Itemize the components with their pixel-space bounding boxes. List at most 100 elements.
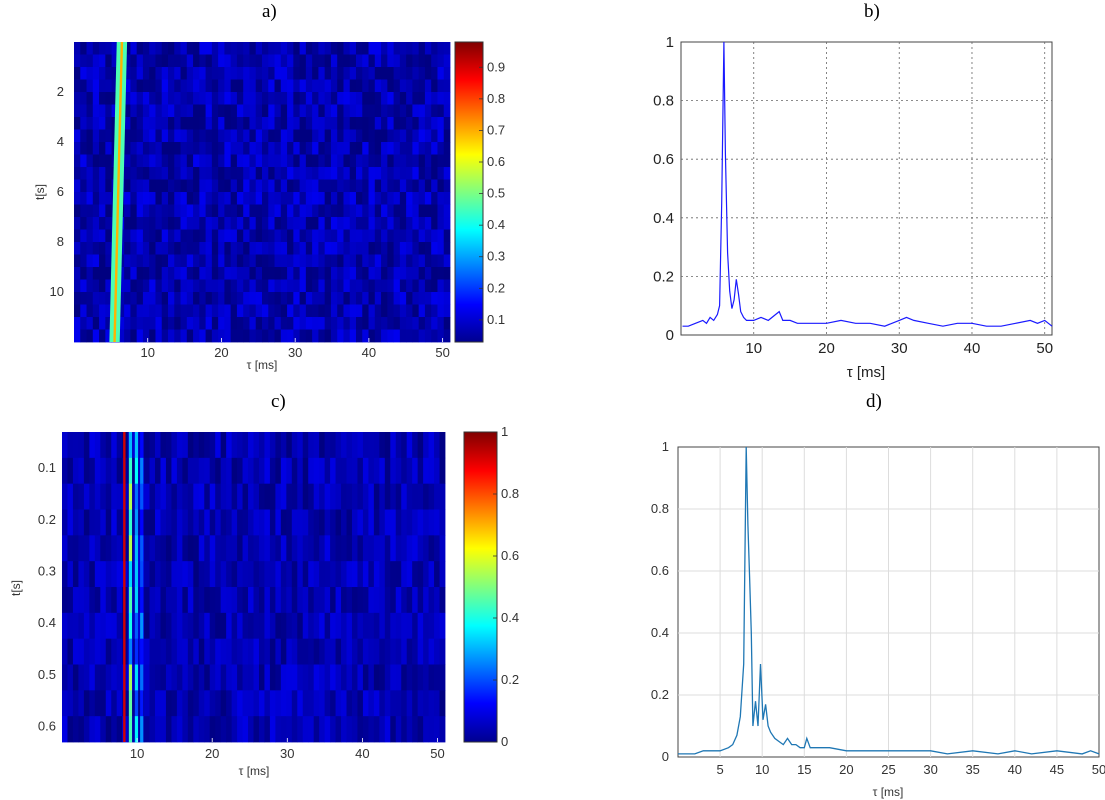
secondary-peak-cell [134,664,139,691]
heatmap-cell [74,292,81,305]
y-tick-label-c: 0.5 [38,667,56,682]
heatmap-cell [105,279,112,293]
heatmap-cell [362,229,369,243]
heatmap-cell [237,664,243,691]
secondary-peak-cell [140,535,144,562]
heatmap-cell [255,279,263,293]
heatmap-cell [268,279,275,293]
heatmap-cell [330,638,336,665]
heatmap-cell [379,612,386,640]
heatmap-cell [268,142,275,155]
x-tick-label-d: 30 [923,762,937,777]
heatmap-cell [368,204,376,218]
heatmap-cell [412,690,419,717]
heatmap-cell [243,154,250,168]
heatmap-cell [280,587,287,614]
heatmap-cell [381,242,388,255]
heatmap-cell [155,561,161,588]
heatmap-cell [299,142,307,155]
heatmap-cell [236,154,244,168]
heatmap-cell [193,304,200,318]
heatmap-cell [387,229,394,243]
colorbar-tick-label-c: 0.8 [501,486,519,501]
heatmap-cell [193,229,200,243]
heatmap-cell [335,483,342,510]
heatmap-cell [357,612,364,640]
heatmap-cell [428,664,435,691]
heatmap-cell [168,67,175,80]
heatmap-cell [393,129,401,143]
heatmap-cell [187,457,194,485]
heatmap-cell [434,612,440,640]
heatmap-cell [211,317,219,330]
heatmap-cell [86,179,94,193]
heatmap-cell [356,217,363,230]
heatmap-cell [99,279,106,293]
heatmap-cell [80,304,87,318]
heatmap-cell [293,317,300,330]
heatmap-cell [174,167,181,180]
heatmap-cell [299,229,307,243]
heatmap-cell [412,483,419,510]
heatmap-cell [275,638,282,665]
heatmap-cell [193,509,200,536]
heatmap-cell [193,638,200,665]
heatmap-cell [111,612,118,640]
heatmap-cell [406,204,413,218]
heatmap-cell [293,67,300,80]
heatmap-cell [280,142,288,155]
heatmap-cell [368,329,376,343]
heatmap-cell [205,129,213,143]
heatmap-cell [275,509,282,536]
heatmap-cell [293,92,300,105]
heatmap-cell [312,317,319,330]
heatmap-cell [343,192,351,205]
heatmap-cell [155,432,161,459]
heatmap-cell [180,92,188,105]
heatmap-cell [255,42,263,55]
heatmap-cell [275,432,282,459]
heatmap-cell [258,638,265,665]
heatmap-cell [269,716,276,743]
heatmap-cell [431,192,438,205]
heatmap-cell [155,267,163,280]
heatmap-cell [211,129,219,143]
heatmap-cell [100,690,107,717]
heatmap-cell [262,154,269,168]
heatmap-cell [428,716,435,743]
heatmap-cell [356,329,363,343]
heatmap-cell [258,561,265,588]
heatmap-cell [111,432,118,459]
heatmap-cell [434,457,440,485]
heatmap-cell [299,179,307,193]
heatmap-cell [218,92,225,105]
heatmap-cell [417,561,424,588]
heatmap-cell [393,79,401,93]
heatmap-cell [72,509,79,536]
heatmap-cell [204,483,211,510]
heatmap-cell [297,561,304,588]
heatmap-cell [226,561,233,588]
heatmap-cell [423,612,429,640]
heatmap-cell [297,587,304,614]
heatmap-cell [305,129,313,143]
heatmap-cell [431,217,438,230]
heatmap-cell [186,267,194,280]
heatmap-cell [313,509,320,536]
heatmap-cell [374,54,382,68]
heatmap-cell [149,142,156,155]
heatmap-cell [343,292,351,305]
heatmap-cell [193,179,200,193]
heatmap-cell [439,690,446,717]
heatmap-cell [368,267,376,280]
heatmap-cell [171,587,178,614]
heatmap-cell [124,304,131,318]
heatmap-cell [136,79,144,93]
heatmap-cell [293,217,300,230]
heatmap-cell [312,204,319,218]
heatmap-cell [368,587,375,614]
heatmap-cell [243,117,250,130]
heatmap-cell [387,129,394,143]
heatmap-cell [424,267,432,280]
heatmap-cell [431,267,438,280]
